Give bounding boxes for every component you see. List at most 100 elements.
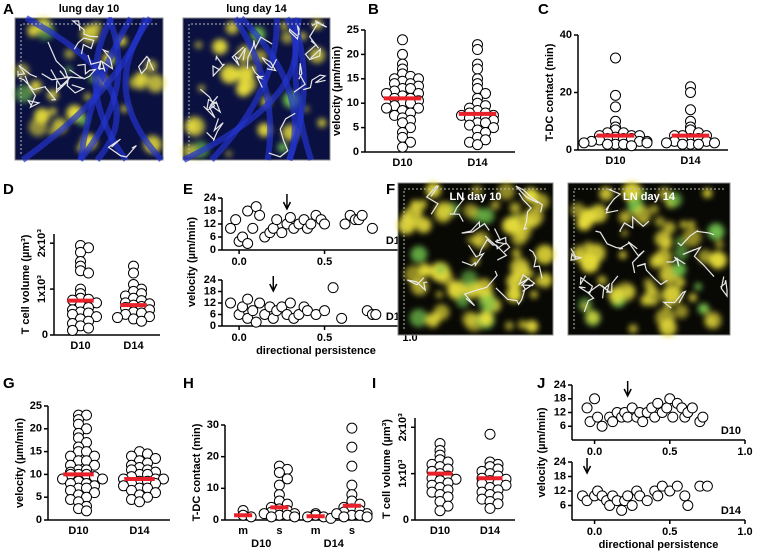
cell [455, 294, 470, 308]
data-point [237, 301, 249, 313]
x-tick-label: D14 [680, 155, 701, 167]
data-point [97, 473, 108, 485]
cell [478, 207, 495, 224]
data-point [225, 297, 237, 309]
cell [704, 311, 722, 330]
median-arrow [269, 276, 278, 293]
data-point [626, 140, 637, 152]
data-point [247, 305, 259, 317]
cell [694, 283, 702, 291]
y-axis-label: velocity (µm/min) [536, 407, 548, 497]
data-point [610, 101, 621, 113]
cell [477, 293, 497, 313]
panel-letter: J [537, 375, 545, 392]
data-point [596, 420, 608, 432]
cell [537, 272, 553, 288]
track [602, 275, 619, 299]
data-point [667, 411, 679, 423]
x-axis-label: directional persistence [256, 345, 376, 357]
data-point [484, 502, 496, 514]
data-point [610, 52, 621, 64]
data-point [136, 315, 147, 327]
vessel [77, 16, 122, 162]
y-tick-label: 40 [560, 29, 572, 41]
cell [415, 217, 432, 233]
cell [403, 206, 422, 225]
data-point [254, 297, 266, 309]
cell [309, 47, 326, 64]
cell [671, 262, 687, 277]
x-tick-label: D10 [392, 157, 412, 169]
data-point [281, 473, 293, 485]
data-point [346, 479, 358, 491]
cell [715, 240, 724, 249]
track [682, 246, 715, 277]
track [77, 63, 97, 80]
data-point [319, 305, 331, 317]
image-title: lung day 10 [59, 3, 120, 15]
cell [65, 65, 73, 74]
data-point [697, 411, 709, 423]
x-tick-label: 0.0 [587, 446, 602, 458]
track [137, 55, 155, 75]
cell [439, 271, 454, 286]
data-point [693, 138, 704, 150]
cell [661, 238, 673, 250]
data-point [370, 309, 382, 320]
track [47, 41, 70, 91]
group-label: D10 [251, 538, 271, 550]
y-tick-label: 2x10³ [397, 413, 409, 441]
cells [570, 181, 727, 337]
y-tick-label: 18 [554, 470, 566, 482]
track [578, 275, 594, 295]
track [461, 220, 490, 234]
data-point [361, 511, 373, 523]
cell [48, 107, 58, 116]
cell [450, 285, 458, 293]
data-point [134, 496, 145, 508]
data-point [75, 246, 86, 258]
y-tick-label: 0 [353, 146, 359, 158]
data-point [626, 500, 638, 511]
y-tick-label: 18 [204, 205, 216, 217]
data-point [685, 104, 696, 116]
cell [525, 320, 539, 333]
x-tick-label: 0.5 [662, 526, 677, 538]
y-tick-label: 15 [347, 73, 359, 85]
cell [135, 71, 148, 85]
cell [688, 293, 697, 302]
subplot-label: D10 [721, 425, 741, 437]
cell [674, 304, 689, 319]
cell [506, 286, 522, 303]
track [59, 69, 84, 79]
track [73, 37, 95, 55]
data-point [492, 498, 504, 510]
y-tick-label: 0 [210, 320, 216, 332]
data-point [336, 312, 348, 324]
data-point [112, 312, 123, 324]
data-point [464, 119, 475, 131]
cell [618, 210, 632, 224]
cells [397, 182, 555, 333]
track [304, 40, 321, 61]
cell [707, 223, 725, 241]
cell [217, 41, 226, 50]
track [303, 74, 327, 91]
x-tick-label: 0.5 [317, 256, 332, 268]
y-tick-label: 0 [566, 144, 572, 156]
track [662, 290, 687, 309]
track [203, 95, 222, 119]
track [246, 36, 273, 70]
cell [649, 254, 664, 269]
cell [586, 310, 600, 324]
y-tick-label: 0 [42, 329, 48, 341]
data-point [346, 460, 358, 472]
y-tick-label: 12 [204, 297, 216, 309]
y-tick-label: 0 [210, 244, 216, 256]
data-point [442, 500, 454, 512]
vessel [232, 16, 274, 161]
panel-letter: A [3, 1, 14, 18]
track [55, 79, 86, 94]
data-point [67, 324, 78, 336]
x-tick-label: D14 [467, 157, 488, 169]
